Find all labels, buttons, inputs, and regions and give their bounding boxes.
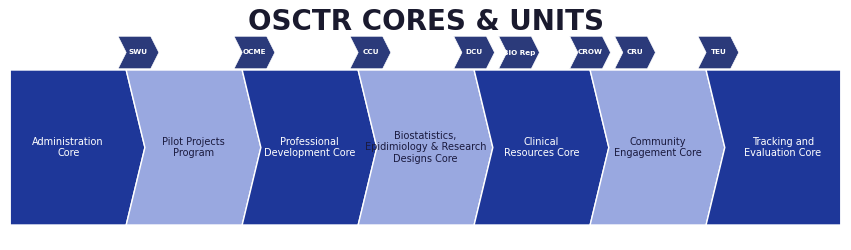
Polygon shape [126,70,261,225]
Text: Pilot Projects
Program: Pilot Projects Program [163,137,225,158]
Text: CRU: CRU [626,50,643,56]
Polygon shape [614,36,655,69]
Polygon shape [590,70,725,225]
Polygon shape [454,36,494,69]
Text: SWU: SWU [129,50,148,56]
Polygon shape [698,36,739,69]
Polygon shape [350,36,391,69]
Polygon shape [118,36,159,69]
Text: Tracking and
Evaluation Core: Tracking and Evaluation Core [745,137,821,158]
Polygon shape [474,70,608,225]
Polygon shape [10,70,145,225]
Text: Community
Engagement Core: Community Engagement Core [614,137,701,158]
Text: Clinical
Resources Core: Clinical Resources Core [504,137,580,158]
Text: Professional
Development Core: Professional Development Core [264,137,355,158]
Text: OCME: OCME [243,50,266,56]
Text: CROW: CROW [578,50,603,56]
Text: BIO Rep: BIO Rep [503,50,535,56]
Polygon shape [234,36,275,69]
Polygon shape [499,36,540,69]
Text: OSCTR CORES & UNITS: OSCTR CORES & UNITS [248,8,603,36]
Polygon shape [569,36,610,69]
Text: Administration
Core: Administration Core [32,137,104,158]
Polygon shape [243,70,377,225]
Polygon shape [706,70,841,225]
Text: CCU: CCU [363,50,379,56]
Text: TEU: TEU [711,50,726,56]
Text: Biostatistics,
Epidimiology & Research
Designs Core: Biostatistics, Epidimiology & Research D… [365,131,486,164]
Text: DCU: DCU [465,50,483,56]
Polygon shape [358,70,493,225]
